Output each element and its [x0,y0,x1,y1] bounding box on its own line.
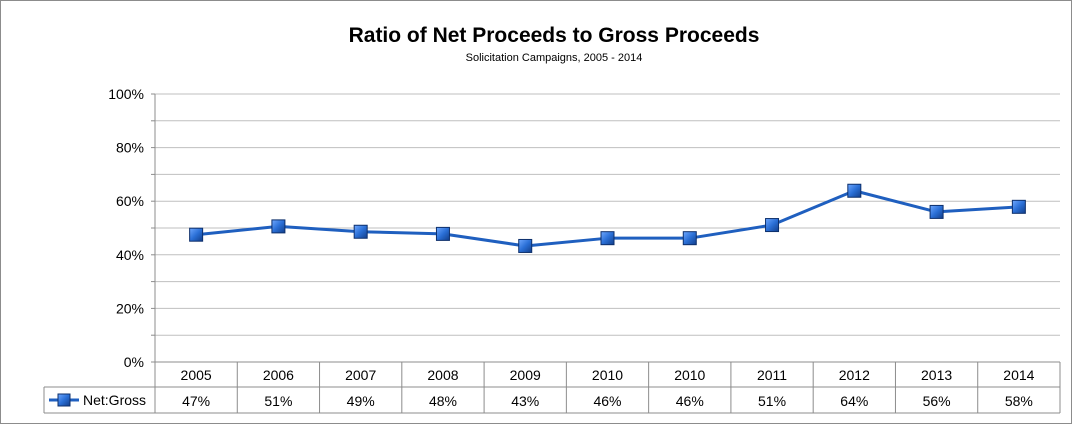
y-tick-label: 0% [124,354,144,370]
data-point-marker [765,218,780,233]
data-point-marker [189,227,204,242]
x-category-label: 2006 [263,367,294,383]
data-point-marker [518,238,533,253]
data-point-marker [682,231,697,246]
x-category-label: 2008 [427,367,458,383]
y-tick-label: 80% [116,140,144,156]
x-category-label: 2009 [510,367,541,383]
chart-title: Ratio of Net Proceeds to Gross Proceeds [349,24,760,47]
series-net-gross [189,183,1026,253]
x-category-label: 2013 [921,367,952,383]
table-value-cell: 64% [840,393,868,409]
table-value-cell: 43% [511,393,539,409]
data-point-marker [353,224,368,239]
table-value-cell: 49% [347,393,375,409]
table-value-cell: 47% [182,393,210,409]
x-category-label: 2005 [181,367,212,383]
x-category-label: 2011 [757,367,787,383]
table-value-cell: 46% [676,393,704,409]
gridlines [155,93,1060,336]
table-value-cell: 58% [1005,393,1033,409]
x-category-label: 2012 [839,367,870,383]
x-category-label: 2014 [1003,367,1034,383]
y-tick-label: 40% [116,247,144,263]
y-tick-label: 100% [108,86,144,102]
legend-series-name: Net:Gross [83,392,146,408]
x-category-label: 2010 [674,367,705,383]
legend-marker [57,393,71,407]
y-tick-label: 60% [116,193,144,209]
data-table: 2005 2006 2007 2008 2009 2010 2010 2011 2012 2013… [43,361,1061,414]
data-point-marker [929,204,944,219]
x-category-label: 2010 [592,367,623,383]
data-point-marker [1011,199,1026,214]
data-point-marker [435,226,450,241]
table-value-cell: 51% [758,393,786,409]
table-value-cell: 46% [593,393,621,409]
data-point-marker [271,219,286,234]
table-value-cell: 51% [264,393,292,409]
table-value-cell: 48% [429,393,457,409]
x-category-label: 2007 [345,367,376,383]
y-axis: 0% 20% 40% 60% 80% 100% [108,86,156,370]
data-point-marker [847,183,862,198]
data-point-marker [600,231,615,246]
table-value-cell: 56% [923,393,951,409]
y-tick-label: 20% [116,300,144,316]
chart-subtitle: Solicitation Campaigns, 2005 - 2014 [466,52,643,64]
